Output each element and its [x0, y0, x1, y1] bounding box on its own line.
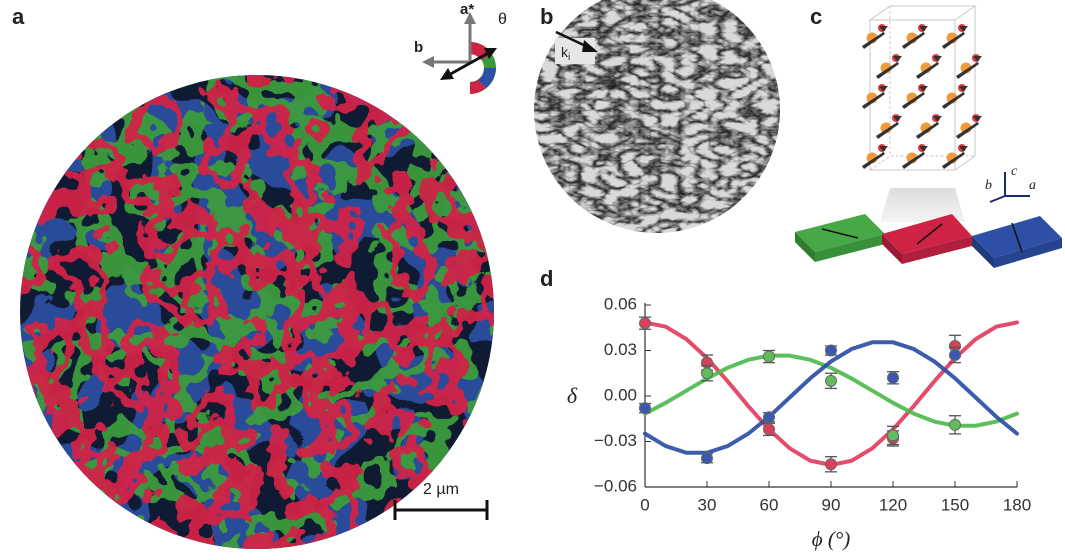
stripe-texture [534, 0, 780, 233]
k: k [561, 44, 569, 60]
moment-arrow [916, 223, 943, 245]
scale-label: 2 µm [423, 481, 459, 498]
data-point [763, 411, 775, 424]
spin-arrow [956, 116, 982, 139]
k-label: ki [561, 44, 570, 63]
atoms [862, 24, 982, 169]
spin-arrow [862, 26, 888, 49]
spin-arrow [942, 146, 968, 169]
y-tick-label: 0.00 [604, 385, 637, 404]
spin-arrow [916, 56, 942, 79]
cell-face [868, 5, 977, 21]
data-point [825, 344, 837, 357]
y-tick-label: 0.03 [604, 340, 637, 359]
x-tick-label: 90 [822, 495, 841, 514]
data-point [639, 402, 651, 415]
data-point [763, 350, 775, 363]
arrowhead [484, 48, 497, 59]
spin-arrow [942, 86, 968, 109]
spin-arrow [902, 26, 928, 49]
spin-arrow [902, 146, 928, 169]
color-wheel [470, 80, 486, 94]
x-tick-label: 150 [941, 495, 969, 514]
panel-label: b [540, 4, 553, 29]
slab-side [882, 234, 902, 264]
spin-arrow [862, 86, 888, 109]
spin-arrow [916, 116, 942, 139]
projection [880, 188, 965, 222]
arrowhead [440, 68, 454, 80]
k-subscript: i [568, 52, 570, 63]
x-axis-label: ϕ (°) [812, 527, 851, 551]
spin-arrow [862, 146, 888, 169]
cell-edge [869, 155, 975, 171]
slab-front [902, 236, 972, 264]
x-tick-label: 60 [760, 495, 779, 514]
data-point [763, 423, 775, 436]
axis-label: c [1011, 164, 1018, 179]
axis-label: b [985, 178, 992, 193]
color-wheel [478, 68, 496, 88]
spin-arrow [902, 86, 928, 109]
y-tick-label: −0.06 [594, 476, 637, 495]
moment-arrow [821, 228, 859, 239]
data-point [701, 367, 713, 380]
x-tick-label: 120 [879, 495, 907, 514]
data-point [949, 349, 961, 362]
red-domains [20, 75, 494, 549]
data-point [887, 429, 899, 442]
xray-image [534, 0, 780, 233]
fit-curve [643, 320, 1019, 468]
moment-arrow [1011, 222, 1023, 253]
axis-arrow [989, 195, 1006, 203]
y-axis-label: δ [567, 383, 578, 408]
arrowhead [464, 12, 476, 24]
arrowhead [582, 40, 598, 52]
angle-label: θ [498, 11, 507, 28]
x-tick-label: 180 [1003, 495, 1031, 514]
fit-curve [643, 353, 1019, 428]
plot: 0.06 0.03 0.00 −0.03 −0.060 30 60 90 120 150 180 ϕ … [567, 294, 1031, 550]
data-point [887, 371, 899, 384]
panel-label: d [540, 266, 553, 291]
panel-label: a [12, 4, 25, 29]
data-point [825, 458, 837, 471]
crystal-axes: c b a [985, 164, 1036, 203]
moment-arrow [446, 50, 491, 78]
spin-arrow [942, 26, 968, 49]
axis-label: a [1029, 178, 1036, 193]
axis-label: a* [460, 1, 474, 18]
axis-label: b [414, 39, 423, 56]
slab-side [972, 236, 994, 268]
y-tick-label: −0.03 [594, 431, 637, 450]
data-point [825, 374, 837, 387]
data-point [949, 418, 961, 431]
domain-slabs [795, 214, 1062, 268]
x-tick-label: 0 [640, 495, 649, 514]
slab-front [815, 234, 885, 262]
x-tick-label: 30 [698, 495, 717, 514]
domain-image [20, 75, 494, 549]
spin-arrow [876, 116, 902, 139]
slab-front [994, 238, 1062, 268]
scale-bar: 2 µm [393, 481, 489, 520]
panel-label: c [810, 4, 822, 29]
spin-arrow [956, 56, 982, 79]
data-point [639, 317, 651, 330]
y-tick-label: 0.06 [604, 294, 637, 313]
fit-curve [643, 340, 1019, 455]
spin-arrow [876, 56, 902, 79]
slab-top [882, 214, 972, 254]
slab-side [795, 232, 815, 262]
orientation-inset: a* b θ [414, 1, 507, 94]
arrowhead [422, 56, 434, 68]
data-point [701, 452, 713, 465]
